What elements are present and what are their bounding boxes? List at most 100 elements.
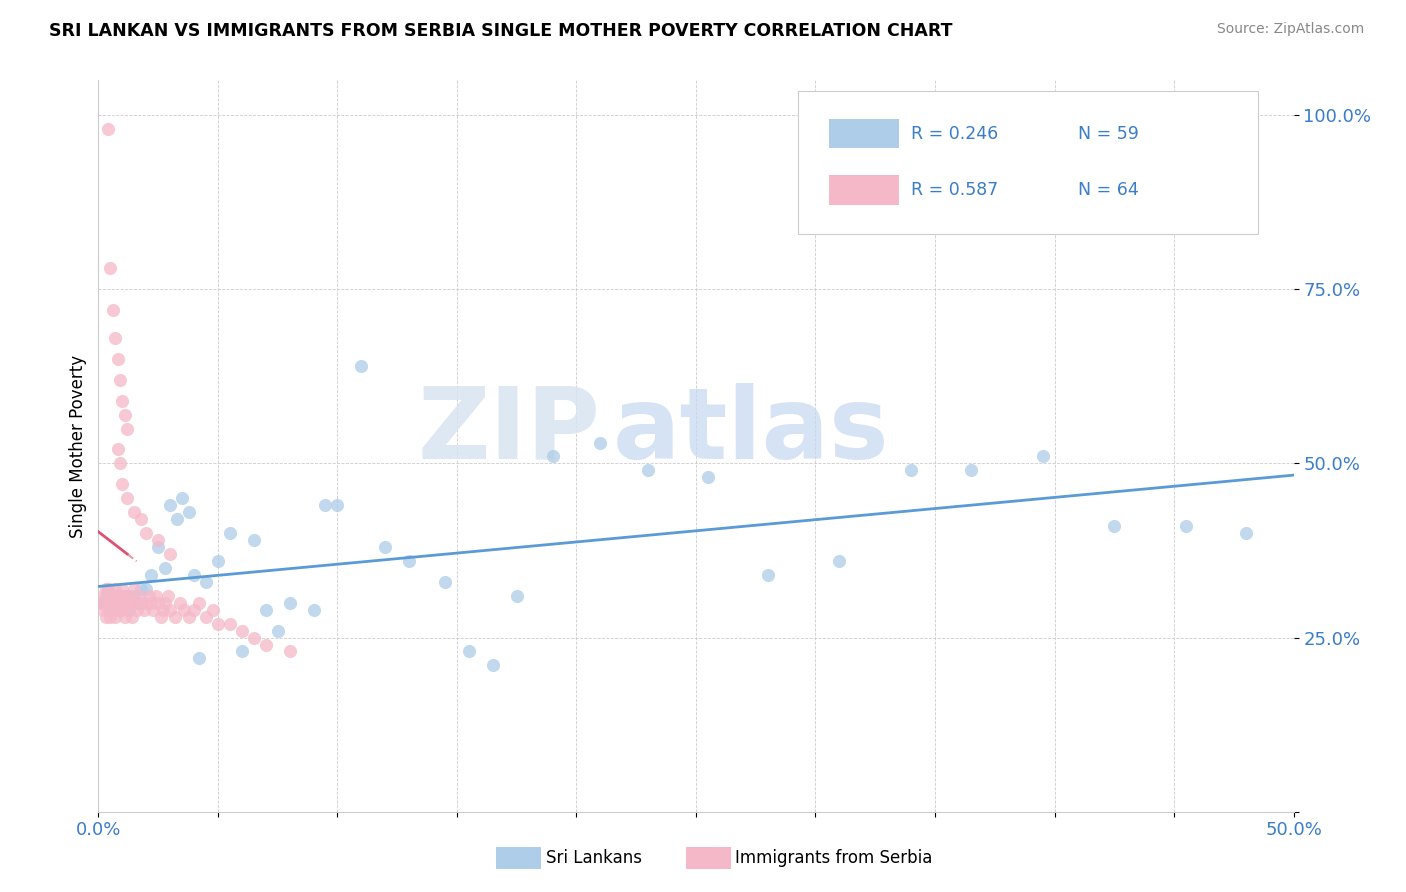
Point bbox=[108, 603, 131, 617]
Point bbox=[111, 477, 134, 491]
Text: SRI LANKAN VS IMMIGRANTS FROM SERBIA SINGLE MOTHER POVERTY CORRELATION CHART: SRI LANKAN VS IMMIGRANTS FROM SERBIA SIN… bbox=[49, 22, 953, 40]
Point bbox=[94, 609, 117, 624]
Point bbox=[756, 567, 779, 582]
Point bbox=[960, 463, 983, 477]
Point bbox=[828, 554, 851, 568]
Point bbox=[101, 603, 124, 617]
Text: N = 59: N = 59 bbox=[1078, 125, 1139, 143]
Point bbox=[183, 603, 205, 617]
Point bbox=[148, 533, 170, 547]
Point bbox=[115, 596, 138, 610]
Point bbox=[124, 596, 146, 610]
Point bbox=[94, 589, 117, 603]
Point bbox=[118, 603, 141, 617]
Point bbox=[114, 589, 136, 603]
Point bbox=[149, 609, 172, 624]
Point bbox=[111, 582, 134, 596]
Point bbox=[219, 526, 242, 541]
Point bbox=[139, 596, 162, 610]
Point bbox=[128, 589, 150, 603]
Point bbox=[91, 589, 114, 603]
Point bbox=[231, 644, 253, 658]
Point bbox=[108, 589, 131, 603]
Point bbox=[148, 596, 170, 610]
Point bbox=[179, 505, 201, 519]
Point bbox=[326, 498, 349, 512]
Point bbox=[156, 589, 179, 603]
Point bbox=[132, 603, 155, 617]
Point bbox=[187, 651, 209, 665]
Point bbox=[374, 540, 396, 554]
Point bbox=[107, 442, 129, 457]
Point bbox=[121, 596, 143, 610]
Point bbox=[107, 603, 129, 617]
Point bbox=[107, 351, 129, 366]
Point bbox=[97, 122, 120, 136]
Point bbox=[145, 589, 167, 603]
Text: Sri Lankans: Sri Lankans bbox=[546, 849, 641, 867]
Point bbox=[121, 609, 143, 624]
Point bbox=[163, 609, 186, 624]
Point bbox=[104, 582, 127, 596]
Point bbox=[97, 582, 120, 596]
Point bbox=[114, 596, 136, 610]
Point bbox=[166, 512, 188, 526]
Point bbox=[107, 596, 129, 610]
FancyBboxPatch shape bbox=[797, 91, 1258, 234]
Point bbox=[219, 616, 242, 631]
Point bbox=[121, 596, 143, 610]
Text: ZIP: ZIP bbox=[418, 383, 600, 480]
Point bbox=[541, 450, 564, 464]
Point bbox=[159, 498, 181, 512]
Point bbox=[91, 596, 114, 610]
Point bbox=[207, 616, 229, 631]
Point bbox=[195, 574, 218, 589]
Point bbox=[97, 596, 120, 610]
Point bbox=[104, 596, 127, 610]
Point bbox=[506, 589, 529, 603]
Point bbox=[107, 589, 129, 603]
Point bbox=[142, 603, 165, 617]
Point bbox=[139, 567, 162, 582]
Point bbox=[350, 359, 373, 373]
Point bbox=[98, 596, 122, 610]
Point bbox=[108, 596, 131, 610]
Point bbox=[104, 609, 127, 624]
Text: Source: ZipAtlas.com: Source: ZipAtlas.com bbox=[1216, 22, 1364, 37]
Point bbox=[278, 644, 301, 658]
Point bbox=[98, 261, 122, 276]
Text: atlas: atlas bbox=[613, 383, 889, 480]
Point bbox=[155, 561, 177, 575]
Point bbox=[1175, 519, 1198, 533]
Y-axis label: Single Mother Poverty: Single Mother Poverty bbox=[69, 354, 87, 538]
Point bbox=[267, 624, 290, 638]
Point bbox=[97, 582, 120, 596]
Point bbox=[125, 596, 148, 610]
Point bbox=[637, 463, 659, 477]
Point bbox=[94, 582, 117, 596]
Point bbox=[231, 624, 253, 638]
Point bbox=[195, 609, 218, 624]
Point bbox=[243, 631, 266, 645]
Point bbox=[125, 603, 148, 617]
Point bbox=[101, 596, 124, 610]
Point bbox=[98, 609, 122, 624]
Point bbox=[169, 596, 191, 610]
Point bbox=[135, 582, 157, 596]
Point bbox=[114, 408, 136, 422]
Point bbox=[131, 582, 153, 596]
Point bbox=[118, 589, 141, 603]
Point bbox=[173, 603, 195, 617]
Point bbox=[98, 589, 122, 603]
Point bbox=[114, 609, 136, 624]
Point bbox=[131, 596, 153, 610]
Point bbox=[111, 596, 134, 610]
Point bbox=[254, 603, 277, 617]
Text: N = 64: N = 64 bbox=[1078, 181, 1139, 199]
Point bbox=[118, 603, 141, 617]
Point bbox=[398, 554, 420, 568]
Point bbox=[115, 491, 138, 506]
Point bbox=[135, 596, 157, 610]
Point bbox=[124, 589, 146, 603]
Point bbox=[101, 589, 124, 603]
